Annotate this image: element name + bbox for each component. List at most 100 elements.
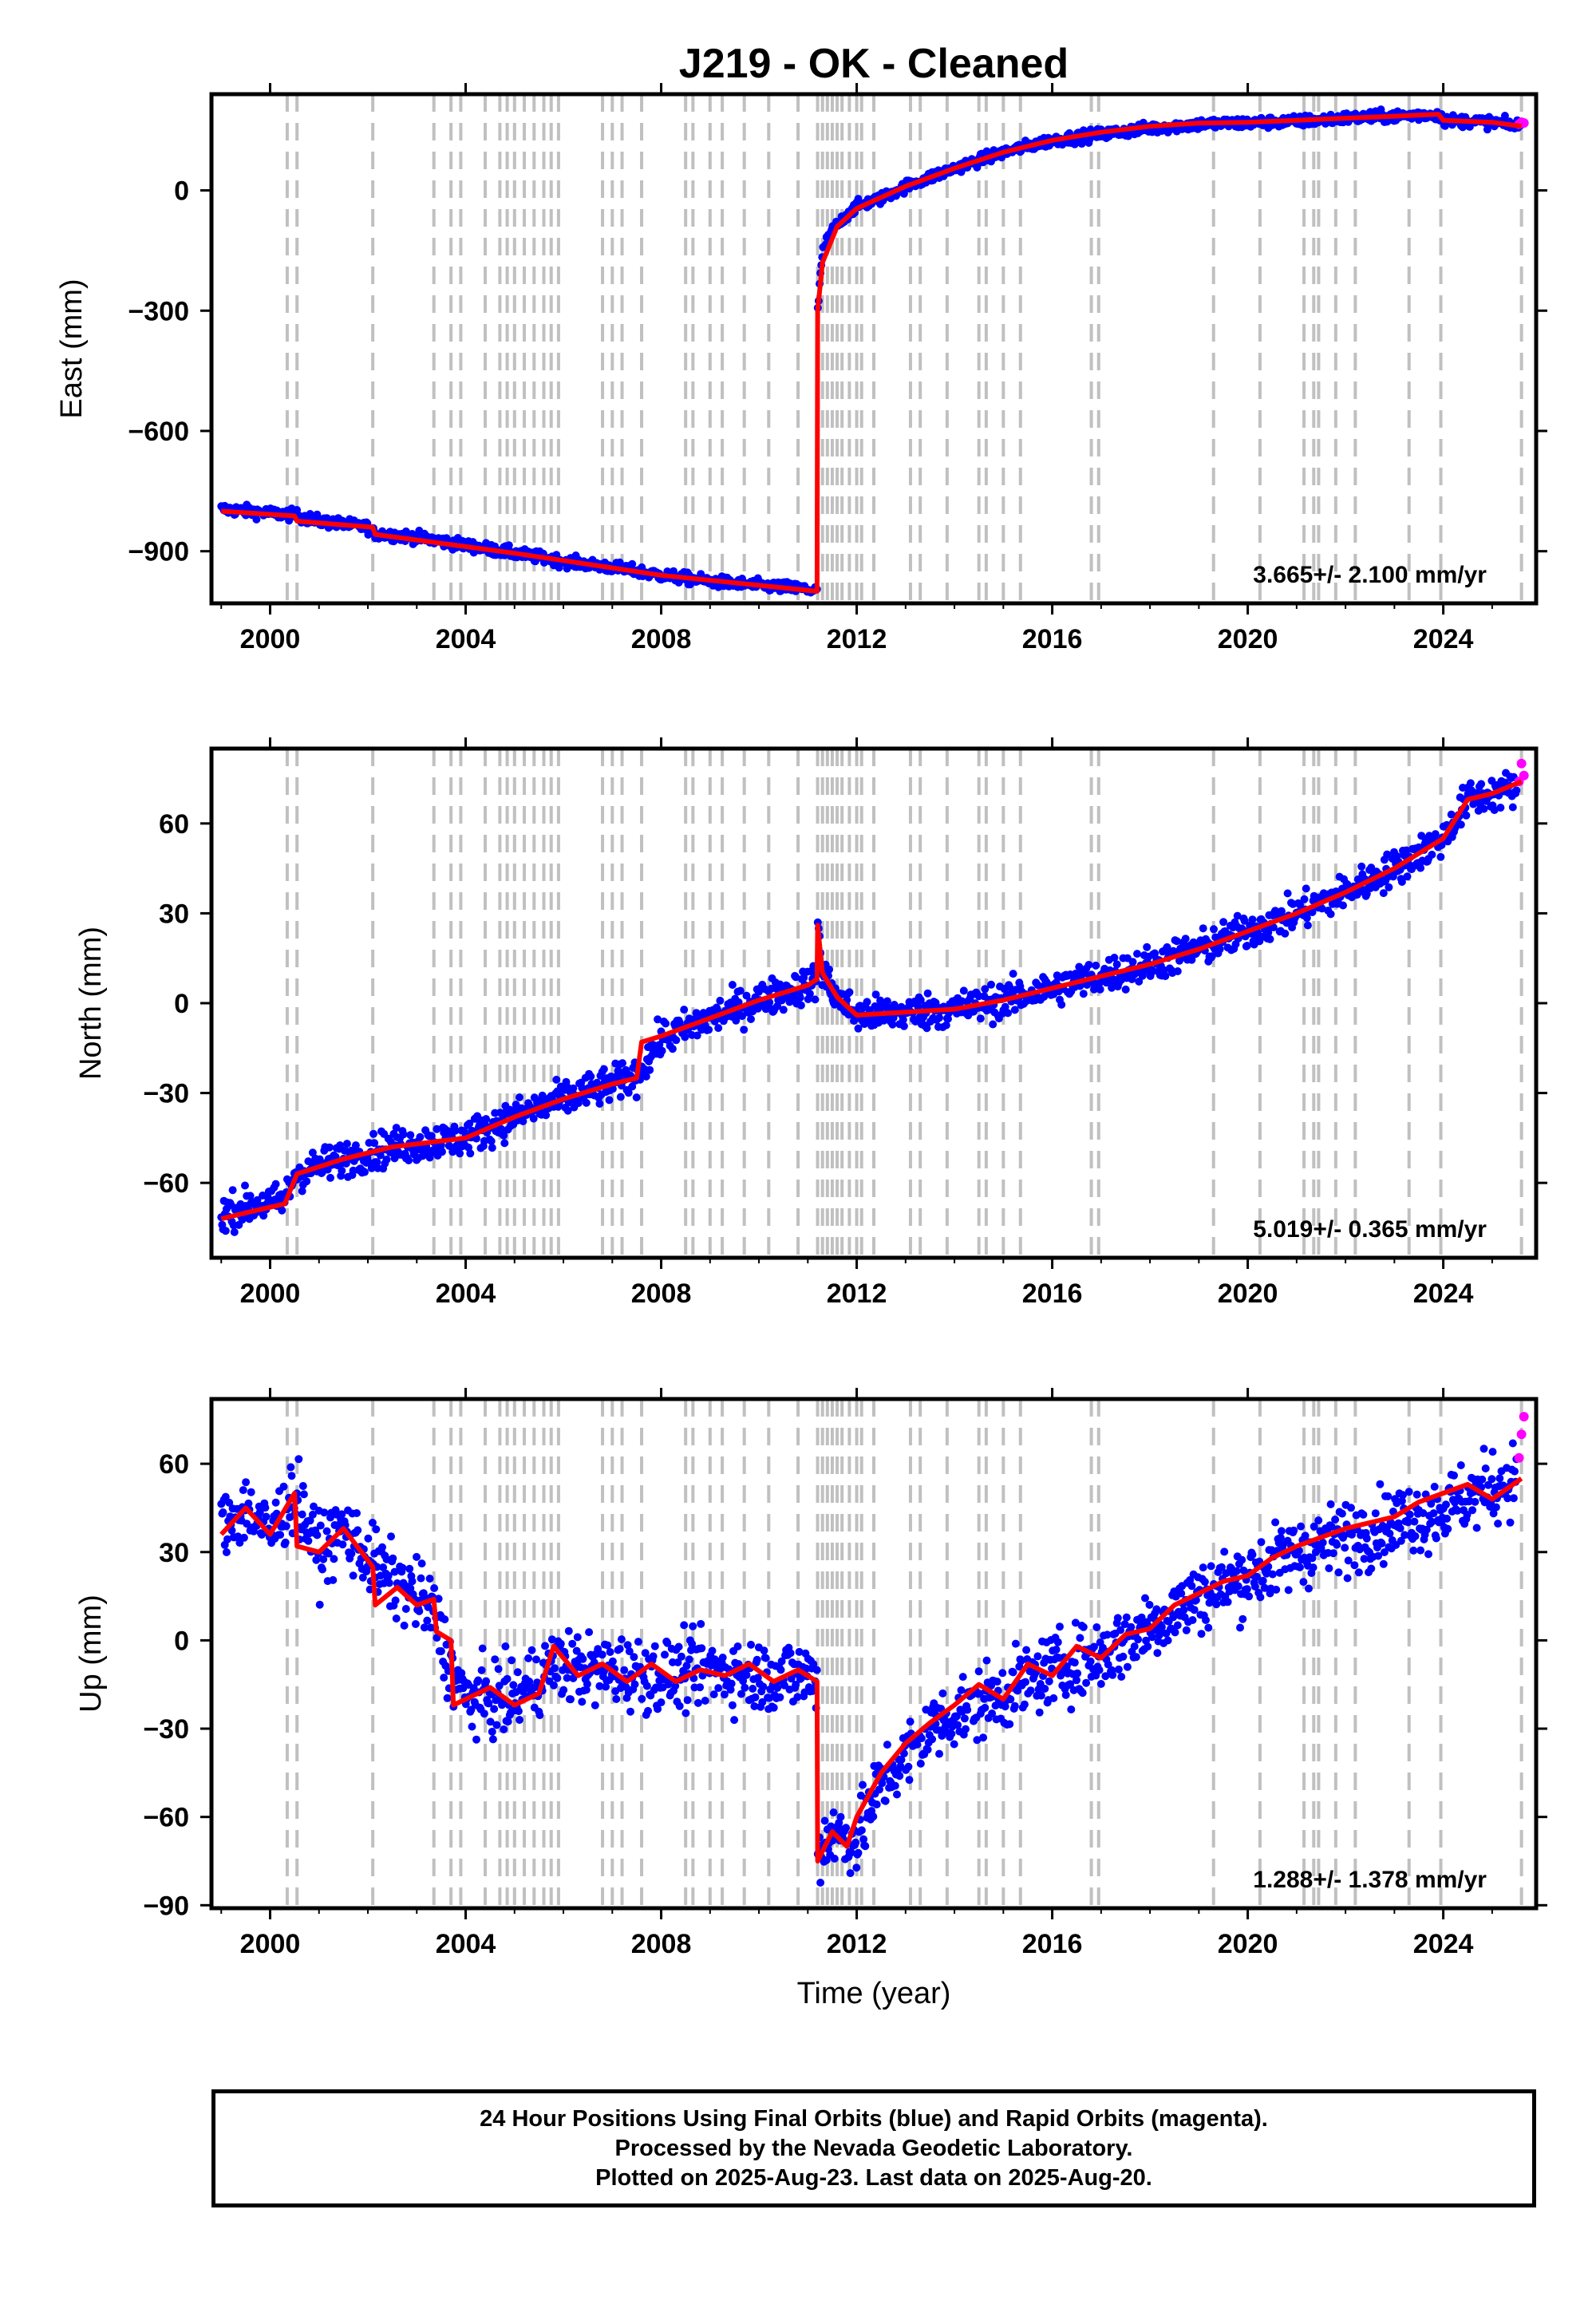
final-orbit-point	[487, 1136, 496, 1145]
final-orbit-point	[662, 1019, 670, 1028]
final-orbit-point	[298, 1187, 306, 1196]
final-orbit-point	[989, 1020, 998, 1029]
final-orbit-point	[1296, 1563, 1304, 1571]
final-orbit-point	[1037, 1691, 1045, 1700]
final-orbit-point	[281, 1538, 290, 1547]
final-orbit-point	[638, 1694, 646, 1703]
final-orbit-point	[599, 1065, 608, 1073]
final-orbit-point	[696, 1683, 705, 1692]
final-orbit-point	[1333, 1540, 1341, 1549]
final-orbit-point	[1215, 945, 1224, 954]
final-orbit-point	[1343, 880, 1352, 889]
final-orbit-point	[1327, 1523, 1336, 1531]
final-orbit-point	[529, 1114, 538, 1123]
final-orbit-point	[641, 1649, 650, 1658]
final-orbit-point	[654, 1015, 662, 1024]
final-orbit-point	[1163, 1636, 1172, 1645]
final-orbit-point	[1376, 1480, 1385, 1488]
final-orbit-point	[773, 1002, 782, 1010]
x-tick-label: 2020	[1218, 1279, 1278, 1309]
x-tick-label: 2016	[1022, 1929, 1083, 1959]
final-orbit-point	[1456, 820, 1465, 829]
final-orbit-point	[469, 1684, 478, 1693]
final-orbit-point	[642, 1682, 651, 1690]
final-orbit-point	[605, 1096, 614, 1105]
final-orbit-point	[492, 1721, 501, 1729]
final-orbit-point	[1272, 1585, 1281, 1594]
model-line	[221, 112, 1523, 594]
final-orbit-point	[1416, 1546, 1425, 1555]
final-orbit-point	[1344, 1556, 1353, 1565]
final-orbit-point	[1172, 937, 1181, 946]
final-orbit-point	[758, 1697, 767, 1706]
final-orbit-point	[1468, 1506, 1477, 1515]
final-orbit-point	[1410, 1517, 1419, 1526]
final-orbit-point	[854, 1024, 863, 1033]
final-orbit-point	[347, 1549, 356, 1558]
final-orbit-point	[1163, 943, 1171, 951]
final-orbit-point	[1456, 1461, 1465, 1469]
final-orbit-point	[246, 1192, 255, 1200]
final-orbit-point	[741, 1683, 749, 1692]
final-orbit-point	[720, 1690, 729, 1699]
final-orbit-point	[842, 1824, 851, 1832]
final-orbit-point	[878, 1779, 887, 1788]
final-orbit-point	[567, 1695, 575, 1704]
final-orbit-point	[606, 1648, 614, 1656]
final-orbit-point	[998, 1669, 1007, 1678]
final-orbit-point	[1152, 1605, 1161, 1614]
final-orbit-point	[491, 1655, 500, 1664]
final-orbit-point	[572, 1646, 581, 1655]
final-orbit-point	[372, 1525, 381, 1534]
final-orbit-point	[1132, 1653, 1140, 1662]
final-orbit-point	[680, 1006, 689, 1014]
final-orbit-point	[503, 1674, 512, 1683]
final-orbit-point	[252, 515, 261, 524]
final-orbit-point	[750, 1702, 759, 1710]
x-tick-label: 2008	[631, 1279, 692, 1309]
final-orbit-point	[1082, 1678, 1091, 1687]
final-orbit-point	[478, 1644, 487, 1653]
final-orbit-point	[320, 1508, 329, 1517]
final-orbit-point	[1447, 810, 1456, 819]
final-orbit-point	[1411, 1531, 1420, 1540]
final-orbit-point	[728, 981, 737, 989]
final-orbit-point	[793, 1693, 802, 1701]
final-orbit-point	[370, 1139, 379, 1148]
final-orbit-point	[354, 1526, 362, 1535]
final-orbit-point	[1197, 1630, 1206, 1638]
final-orbit-point	[1182, 1626, 1191, 1634]
final-orbit-point	[1033, 1652, 1042, 1661]
y-axis-label: North (mm)	[74, 927, 108, 1080]
final-orbit-point	[617, 1635, 626, 1644]
final-orbit-point	[423, 1616, 432, 1625]
final-orbit-point	[1092, 1623, 1101, 1631]
final-orbit-point	[326, 1173, 334, 1182]
final-orbit-point	[1359, 1510, 1368, 1519]
final-orbit-point	[1171, 1628, 1179, 1637]
final-orbit-point	[753, 1655, 761, 1664]
final-orbit-point	[1212, 1600, 1221, 1609]
final-orbit-point	[382, 1155, 391, 1164]
final-orbit-point	[579, 1654, 587, 1663]
footer-line-plotted: Plotted on 2025-Aug-23. Last data on 202…	[595, 2164, 1152, 2191]
final-orbit-point	[1250, 1583, 1259, 1591]
final-orbit-point	[1173, 1621, 1182, 1630]
final-orbit-point	[490, 1705, 499, 1713]
final-orbit-point	[1302, 884, 1310, 893]
final-orbit-point	[871, 990, 880, 999]
final-orbit-point	[1478, 1475, 1487, 1484]
final-orbit-points	[217, 1439, 1521, 1887]
final-orbit-point	[425, 1575, 434, 1583]
final-orbit-point	[304, 1536, 313, 1545]
final-orbit-point	[1430, 1482, 1439, 1491]
final-orbit-point	[1260, 1583, 1269, 1592]
final-orbit-point	[1076, 1634, 1084, 1642]
final-orbit-point	[535, 1711, 544, 1720]
final-orbit-point	[1112, 960, 1121, 969]
final-orbit-point	[494, 1665, 503, 1674]
final-orbit-point	[661, 1650, 669, 1659]
final-orbit-point	[1010, 1701, 1019, 1710]
final-orbit-point	[318, 1565, 326, 1574]
rate-annotation: 1.288+/- 1.378 mm/yr	[1253, 1867, 1487, 1893]
